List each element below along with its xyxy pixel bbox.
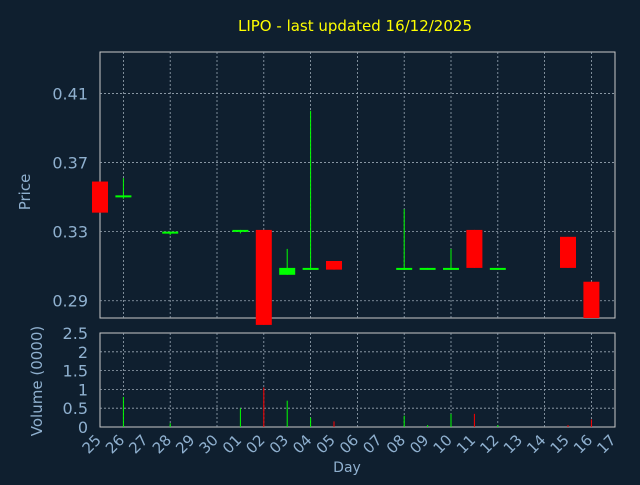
candle-body: [255, 229, 272, 325]
x-tick-label: 16: [570, 431, 596, 457]
x-tick-label: 26: [102, 431, 128, 457]
volume-tick-label: 2: [78, 343, 88, 362]
candle-body: [162, 231, 179, 234]
x-tick-label: 14: [523, 431, 549, 457]
volume-tick-label: 0: [78, 418, 88, 437]
x-tick-label: 30: [196, 431, 222, 457]
x-tick-label: 06: [336, 431, 362, 457]
x-tick-label: 02: [242, 431, 268, 457]
price-tick-label: 0.41: [52, 84, 88, 103]
price-tick-label: 0.29: [52, 292, 88, 311]
volume-tick-label: 2.5: [63, 324, 88, 343]
candle-body: [466, 229, 483, 268]
candle-body: [326, 261, 342, 270]
candle-body: [396, 267, 413, 270]
x-tick-label: 01: [219, 431, 245, 457]
candle-body: [583, 281, 600, 318]
volume-panel: 2.521.510.50: [63, 324, 616, 437]
x-tick-label: 17: [593, 431, 619, 457]
x-tick-label: 28: [149, 431, 175, 457]
price-tick-label: 0.33: [52, 223, 88, 242]
candle-body: [279, 267, 296, 275]
price-panel: 0.41 0.37 0.33 0.29: [52, 51, 616, 325]
candle-body: [115, 195, 132, 198]
volume-tick-label: 1: [78, 380, 88, 399]
x-tick-label: 10: [430, 431, 456, 457]
x-tick-label: 07: [359, 431, 385, 457]
x-tick-label: 09: [406, 431, 432, 457]
x-tick-label: 04: [289, 431, 315, 457]
candle-body: [489, 267, 506, 270]
volume-panel-frame: [99, 332, 616, 428]
volume-tick-label: 1.5: [63, 362, 88, 381]
candle-body: [232, 229, 249, 232]
x-tick-label: 27: [125, 431, 151, 457]
x-axis: 2526272829300102030405060708091011121314…: [79, 431, 620, 457]
candle-body: [443, 267, 459, 270]
price-axis-label: Price: [16, 174, 34, 211]
candle-body: [419, 267, 436, 270]
chart-title: LIPO - last updated 16/12/2025: [238, 17, 472, 35]
x-axis-label: Day: [333, 460, 361, 476]
x-tick-label: 12: [476, 431, 502, 457]
x-tick-label: 29: [172, 431, 198, 457]
candle-body: [560, 236, 576, 268]
x-tick-label: 11: [453, 431, 479, 457]
volume-tick-label: 0.5: [63, 399, 88, 418]
candle-body: [302, 267, 319, 270]
x-tick-label: 05: [313, 431, 339, 457]
x-tick-label: 03: [266, 431, 292, 457]
x-tick-label: 13: [500, 431, 526, 457]
volume-axis-label: Volume (0000): [28, 326, 46, 436]
x-tick-label: 15: [547, 431, 573, 457]
x-tick-label: 08: [383, 431, 409, 457]
price-tick-label: 0.37: [52, 154, 88, 173]
candle-body: [92, 181, 108, 213]
